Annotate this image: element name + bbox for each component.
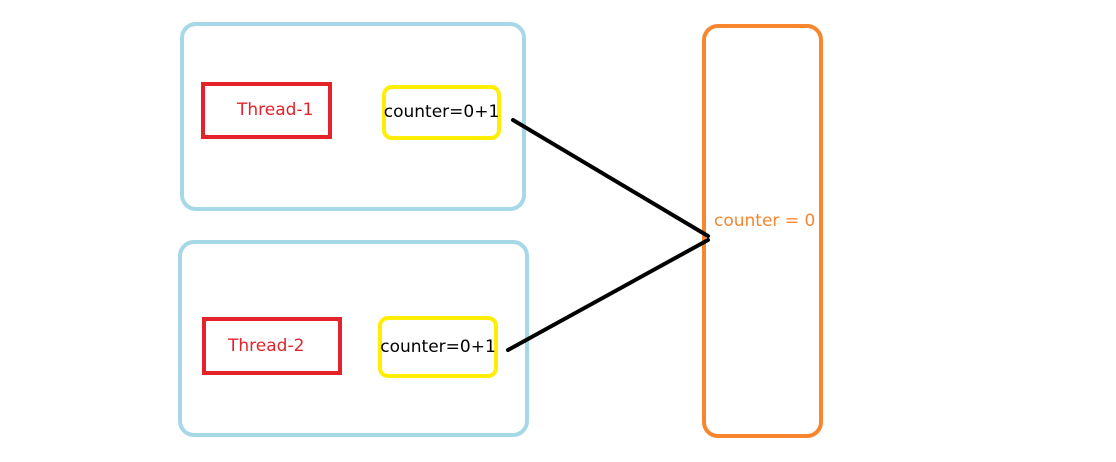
shared-counter-label: counter = 0 bbox=[714, 211, 816, 231]
connector-thread-1 bbox=[511, 118, 710, 238]
thread-2-local-counter-text: counter=0+1 bbox=[380, 336, 496, 357]
thread-1-local-counter: counter=0+1 bbox=[382, 85, 501, 140]
thread-1-local-counter-text: counter=0+1 bbox=[383, 102, 500, 122]
thread-2-local-counter: counter=0+1 bbox=[378, 316, 498, 378]
shared-memory-box bbox=[702, 24, 823, 438]
thread-1-label-box: Thread-1 bbox=[201, 82, 332, 139]
thread-2-label: Thread-2 bbox=[228, 335, 305, 356]
connector-thread-2 bbox=[506, 238, 710, 352]
thread-1-label: Thread-1 bbox=[237, 100, 314, 120]
thread-2-label-box: Thread-2 bbox=[202, 317, 342, 375]
